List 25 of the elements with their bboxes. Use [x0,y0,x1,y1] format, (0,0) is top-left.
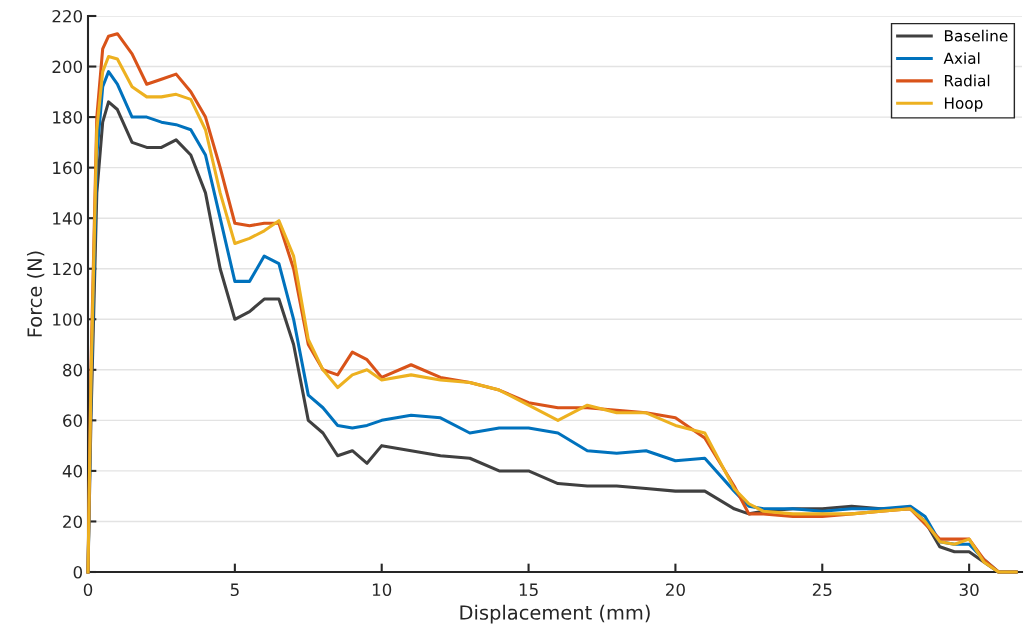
y-tick-label: 160 [53,161,83,175]
x-tick-label: 10 [372,583,392,597]
y-tick-label: 0 [73,565,83,579]
legend-label: Radial [944,74,990,87]
x-tick-label: 25 [812,583,832,597]
y-tick-label: 60 [63,414,83,427]
x-tick-label: 15 [519,583,538,597]
y-tick-label: 120 [53,262,83,276]
x-tick-label: 0 [83,583,93,597]
legend-label: Baseline [944,29,1008,42]
y-tick-label: 180 [53,111,83,124]
x-axis-title: Displacement (mm) [460,604,650,624]
legend-label: Hoop [944,97,983,112]
x-tick-label: 5 [230,583,239,597]
y-tick-label: 80 [63,363,83,377]
y-tick-label: 100 [53,313,83,326]
y-tick-label: 200 [52,60,83,74]
y-tick-label: 40 [62,464,83,478]
x-tick-label: 30 [959,583,979,597]
y-axis-title: Force (N) [26,251,45,337]
y-tick-label: 20 [63,515,83,529]
x-tick-label: 20 [666,583,685,597]
legend-label: Axial [943,52,980,64]
y-tick-label: 140 [53,212,83,225]
y-tick-label: 220 [52,9,83,23]
